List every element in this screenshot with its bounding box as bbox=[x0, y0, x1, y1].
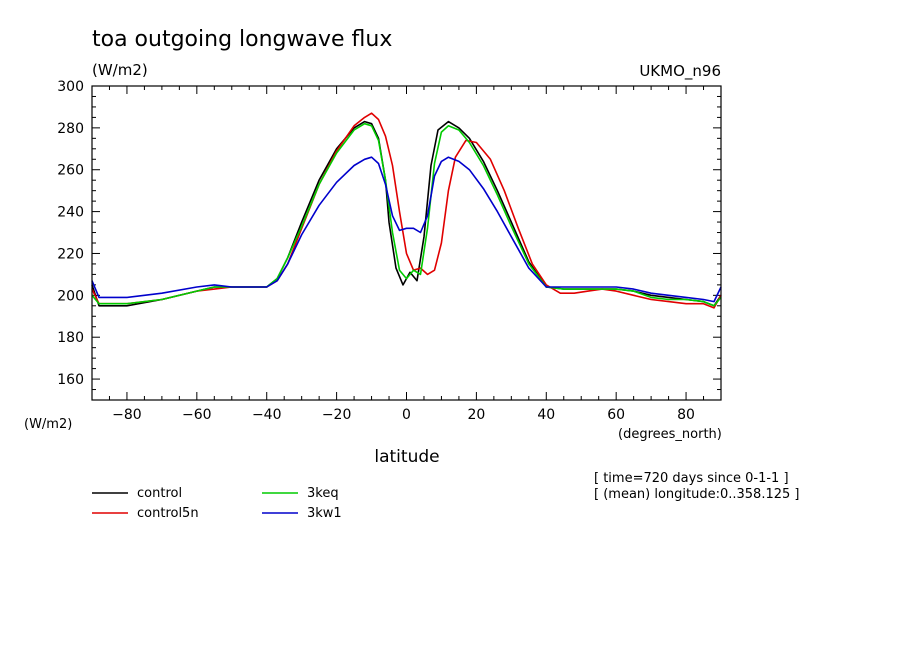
model-label: UKMO_n96 bbox=[639, 62, 721, 81]
y-tick-label: 260 bbox=[57, 163, 84, 179]
series-line-3kw1 bbox=[91, 156, 722, 303]
y-tick-label: 300 bbox=[57, 79, 84, 95]
x-tick-label: −60 bbox=[182, 407, 212, 423]
plot-frame bbox=[91, 85, 722, 401]
legend-label-control5n: control5n bbox=[137, 506, 199, 521]
x-axis-units: (degrees_north) bbox=[618, 427, 722, 442]
legend-label-control: control bbox=[137, 486, 182, 501]
chart-title: toa outgoing longwave flux bbox=[92, 27, 392, 52]
x-tick-label: 60 bbox=[607, 407, 625, 423]
x-tick-labels: −80 −60 −40 −20 0 20 40 60 80 bbox=[112, 407, 695, 423]
y-tick-label: 180 bbox=[57, 330, 84, 346]
x-axis-label: latitude bbox=[374, 447, 439, 467]
legend-label-3keq: 3keq bbox=[307, 486, 339, 501]
axis-ticks bbox=[91, 85, 722, 401]
y-tick-label: 280 bbox=[57, 121, 84, 137]
y-tick-label: 220 bbox=[57, 246, 84, 262]
x-tick-label: −80 bbox=[112, 407, 142, 423]
x-tick-label: 80 bbox=[677, 407, 695, 423]
y-tick-label: 160 bbox=[57, 372, 84, 388]
legend: control control5n 3keq 3kw1 bbox=[92, 486, 342, 521]
x-tick-label: 20 bbox=[467, 407, 485, 423]
series-group bbox=[91, 112, 722, 309]
x-tick-label: −20 bbox=[322, 407, 352, 423]
legend-label-3kw1: 3kw1 bbox=[307, 506, 342, 521]
y-tick-labels: 160 180 200 220 240 260 280 300 bbox=[57, 79, 84, 388]
series-line-3keq bbox=[91, 122, 722, 307]
info-time: [ time=720 days since 0-1-1 ] bbox=[594, 471, 789, 486]
x-tick-label: −40 bbox=[252, 407, 282, 423]
y-axis-units: (W/m2) bbox=[24, 417, 72, 432]
chart-units: (W/m2) bbox=[92, 61, 148, 79]
x-tick-label: 0 bbox=[402, 407, 411, 423]
y-tick-label: 240 bbox=[57, 205, 84, 221]
y-tick-label: 200 bbox=[57, 288, 84, 304]
x-tick-label: 40 bbox=[537, 407, 555, 423]
info-longitude: [ (mean) longitude:0..358.125 ] bbox=[594, 487, 799, 502]
